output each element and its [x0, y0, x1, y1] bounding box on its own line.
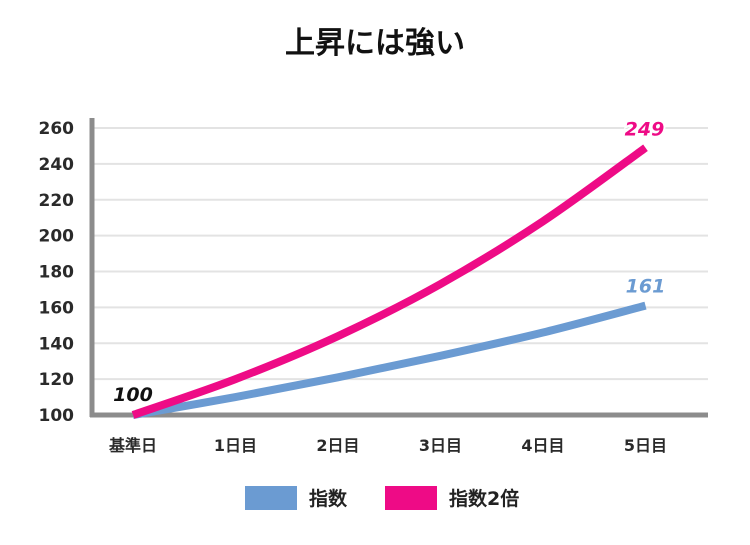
chart-title: 上昇には強い — [285, 26, 465, 61]
x-axis: 基準日 1日目 2日目 3日目 4日目 5日目 — [90, 412, 708, 455]
data-label: 249 — [625, 119, 665, 141]
y-tick-label: 120 — [39, 370, 75, 390]
x-tick-label: 1日目 — [214, 436, 257, 455]
y-tick-label: 240 — [39, 155, 75, 175]
y-tick-label: 200 — [39, 227, 75, 247]
legend: 指数 指数2倍 — [0, 484, 750, 514]
y-tick-label: 140 — [39, 334, 75, 354]
series-lines — [131, 144, 648, 419]
x-tick-label: 4日目 — [521, 436, 564, 455]
data-label: 161 — [626, 276, 666, 298]
y-tick-label: 220 — [39, 191, 75, 211]
legend-item-index: 指数 — [245, 484, 347, 511]
x-tick-label: 3日目 — [419, 436, 462, 455]
series-line-index — [132, 301, 647, 419]
x-tick-label: 基準日 — [108, 436, 157, 455]
data-label: 100 — [113, 384, 153, 406]
legend-swatch-index — [245, 485, 297, 510]
y-tick-label: 100 — [39, 406, 75, 426]
y-tick-label: 260 — [39, 119, 75, 139]
legend-label-index-2x: 指数2倍 — [449, 488, 520, 510]
x-tick-label: 5日目 — [624, 436, 667, 455]
y-tick-label: 160 — [39, 298, 75, 318]
y-axis: 100 120 140 160 180 200 220 240 260 — [39, 118, 95, 426]
series-line-index-2x — [131, 144, 648, 419]
y-tick-label: 180 — [39, 263, 75, 283]
legend-item-index-2x: 指数2倍 — [385, 484, 519, 511]
legend-swatch-index-2x — [385, 485, 437, 510]
legend-label-index: 指数 — [309, 488, 348, 510]
annotations: 100 161 249 — [111, 117, 667, 408]
x-tick-label: 2日目 — [316, 436, 359, 455]
